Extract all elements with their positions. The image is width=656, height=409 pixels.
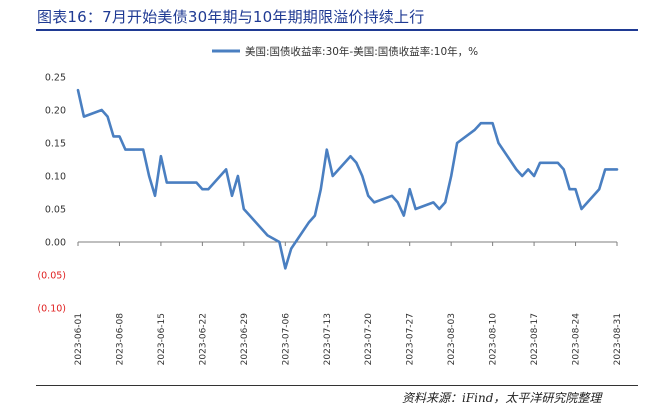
data-point bbox=[521, 175, 523, 177]
data-point bbox=[515, 168, 518, 171]
y-tick-label: 0.05 bbox=[45, 205, 66, 216]
y-tick-label: (0.10) bbox=[37, 304, 66, 315]
data-point bbox=[408, 188, 411, 190]
data-point bbox=[290, 247, 293, 250]
footer-divider bbox=[36, 385, 638, 386]
data-point bbox=[491, 122, 494, 124]
data-point bbox=[604, 168, 606, 171]
data-point bbox=[527, 168, 529, 171]
source-note: 资料来源：iFind，太平洋研究院整理 bbox=[402, 391, 602, 405]
data-point bbox=[118, 135, 121, 138]
data-point bbox=[450, 175, 453, 177]
data-point bbox=[124, 148, 127, 151]
y-tick-label: 0.00 bbox=[45, 238, 66, 249]
y-tick-label: 0.20 bbox=[45, 106, 66, 117]
data-point bbox=[373, 201, 376, 204]
x-tick-label: 2023-08-03 bbox=[447, 313, 457, 365]
x-tick-label: 2023-07-20 bbox=[364, 313, 374, 366]
x-tick-label: 2023-07-13 bbox=[323, 313, 333, 365]
data-point bbox=[438, 208, 441, 210]
data-point bbox=[557, 162, 559, 164]
data-point bbox=[598, 188, 600, 190]
data-point bbox=[314, 214, 316, 217]
data-point bbox=[444, 201, 447, 204]
y-tick-label: 0.10 bbox=[45, 172, 66, 183]
x-tick-label: 2023-06-22 bbox=[198, 313, 208, 365]
x-tick-label: 2023-06-08 bbox=[115, 313, 125, 366]
y-tick-label: 0.15 bbox=[45, 139, 66, 150]
data-point bbox=[195, 181, 198, 184]
data-point bbox=[414, 208, 417, 210]
data-point bbox=[278, 241, 281, 243]
data-point bbox=[83, 115, 85, 118]
data-point bbox=[397, 201, 399, 204]
data-point bbox=[480, 122, 482, 124]
data-point bbox=[474, 129, 476, 131]
y-tick-label: (0.05) bbox=[37, 271, 66, 282]
legend-label: 美国:国债收益率:30年-美国:国债收益率:10年，% bbox=[245, 45, 478, 58]
data-point bbox=[580, 208, 583, 210]
x-tick-label: 2023-08-10 bbox=[489, 313, 499, 366]
data-point bbox=[154, 195, 156, 197]
data-point bbox=[562, 168, 565, 171]
x-tick-label: 2023-08-31 bbox=[613, 313, 623, 365]
data-point bbox=[331, 175, 334, 177]
x-tick-label: 2023-07-27 bbox=[406, 313, 416, 365]
data-point bbox=[610, 168, 612, 171]
x-tick-label: 2023-08-17 bbox=[530, 313, 540, 365]
data-point bbox=[112, 135, 115, 138]
data-point bbox=[355, 162, 358, 164]
y-tick-label: 0.25 bbox=[45, 73, 66, 84]
data-point bbox=[349, 155, 352, 157]
data-point bbox=[326, 148, 328, 151]
data-point bbox=[142, 148, 144, 151]
data-point bbox=[225, 168, 227, 171]
data-point bbox=[106, 115, 109, 118]
data-point bbox=[568, 188, 571, 190]
data-point bbox=[391, 195, 393, 197]
legend: 美国:国债收益率:30年-美国:国债收益率:10年，% bbox=[212, 45, 478, 58]
data-point bbox=[100, 109, 103, 111]
data-point bbox=[243, 208, 245, 210]
figure-title: 图表16：7月开始美债30年期与10年期期限溢价持续上行 bbox=[37, 8, 425, 26]
x-axis: 2023-06-01 2023-06-08 2023-06-15 2023-06-22… bbox=[74, 241, 623, 366]
data-point bbox=[574, 188, 577, 190]
x-tick-label: 2023-06-29 bbox=[240, 313, 250, 366]
data-point bbox=[189, 181, 192, 184]
data-point bbox=[432, 201, 435, 204]
series-line bbox=[76, 88, 619, 270]
data-point bbox=[166, 181, 168, 184]
data-point bbox=[485, 122, 488, 124]
data-point bbox=[456, 142, 458, 144]
x-tick-label: 2023-07-06 bbox=[281, 313, 291, 366]
data-point bbox=[266, 234, 269, 237]
data-point bbox=[237, 175, 239, 177]
data-point bbox=[308, 221, 310, 223]
data-point bbox=[616, 168, 618, 171]
data-point bbox=[284, 267, 287, 270]
data-point bbox=[497, 142, 500, 144]
x-tick-label: 2023-06-15 bbox=[157, 313, 167, 365]
data-point bbox=[77, 89, 79, 91]
data-point bbox=[539, 162, 541, 164]
series-layer bbox=[76, 88, 619, 270]
data-point bbox=[403, 214, 405, 217]
data-point bbox=[320, 188, 322, 190]
data-point bbox=[361, 175, 364, 177]
data-point bbox=[533, 175, 535, 177]
data-point bbox=[367, 195, 370, 197]
x-tick-label: 2023-06-01 bbox=[74, 313, 84, 365]
data-point bbox=[201, 188, 204, 190]
y-axis: 0.25 0.20 0.15 0.10 0.05 0.00 (0.05) (0.10) bbox=[37, 73, 66, 315]
data-point bbox=[231, 195, 233, 197]
title-divider bbox=[36, 29, 638, 31]
data-point bbox=[160, 155, 162, 157]
x-tick-label: 2023-08-24 bbox=[572, 313, 582, 366]
data-point bbox=[148, 175, 150, 177]
data-point bbox=[249, 214, 251, 217]
data-point bbox=[207, 188, 210, 190]
